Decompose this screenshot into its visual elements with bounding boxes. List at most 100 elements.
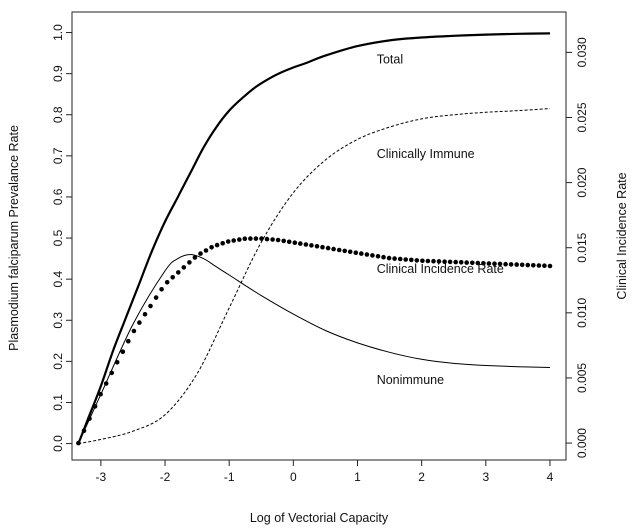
y2-axis-title: Clinical Incidence Rate bbox=[615, 172, 629, 299]
data-point bbox=[131, 328, 137, 334]
data-point bbox=[536, 263, 542, 268]
data-point bbox=[409, 257, 414, 263]
data-point bbox=[420, 258, 425, 264]
data-point bbox=[220, 241, 225, 246]
series-clinically-immune-line bbox=[78, 108, 551, 445]
x-tick-label: -3 bbox=[96, 470, 107, 484]
annotation-clinical-incidence-rate: Clinical Incidence Rate bbox=[377, 262, 504, 276]
data-point bbox=[464, 260, 470, 265]
annotation-clinically-immune: Clinically Immune bbox=[377, 147, 475, 161]
y-tick-label: 0.6 bbox=[51, 188, 65, 205]
data-point bbox=[214, 242, 220, 248]
y-tick-label: 0.0 bbox=[51, 435, 65, 452]
data-point bbox=[453, 259, 459, 265]
data-point bbox=[225, 239, 231, 244]
data-point bbox=[431, 258, 436, 264]
y2-tick-label: 0.005 bbox=[575, 363, 589, 393]
x-axis-title: Log of Vectorial Capacity bbox=[250, 511, 389, 525]
data-point bbox=[164, 280, 170, 285]
data-point bbox=[120, 349, 126, 355]
x-tick-label: 2 bbox=[418, 470, 425, 484]
x-tick-label: 1 bbox=[354, 470, 361, 484]
left-y-axis: 0.0 0.1 0.2 0.3 0.4 0.5 0.6 0.7 0.8 0.9 1.0 bbox=[51, 24, 72, 452]
x-tick-label: 3 bbox=[482, 470, 489, 484]
data-point bbox=[153, 295, 159, 300]
x-axis: -3 -2 -1 0 1 2 3 4 bbox=[96, 460, 554, 484]
data-point bbox=[264, 236, 270, 242]
data-point bbox=[170, 275, 175, 280]
data-point bbox=[486, 261, 492, 266]
y-tick-label: 0.8 bbox=[51, 106, 65, 123]
data-point bbox=[370, 253, 375, 258]
data-point bbox=[281, 238, 287, 244]
y2-tick-label: 0.015 bbox=[575, 232, 589, 262]
data-point bbox=[403, 257, 409, 262]
data-point bbox=[209, 245, 214, 250]
data-point bbox=[198, 251, 203, 256]
data-point bbox=[187, 260, 192, 265]
data-point bbox=[508, 262, 514, 267]
data-point bbox=[126, 338, 131, 344]
annotation-layer: Total Clinically Immune Clinical Incidence… bbox=[377, 52, 504, 387]
data-point bbox=[414, 258, 420, 263]
y2-tick-label: 0.030 bbox=[575, 37, 589, 67]
data-point bbox=[359, 251, 364, 256]
data-point bbox=[397, 256, 403, 262]
data-point bbox=[98, 391, 103, 397]
data-point bbox=[298, 241, 303, 246]
data-point bbox=[270, 237, 275, 242]
data-point bbox=[503, 261, 508, 267]
data-point bbox=[142, 312, 148, 317]
data-point bbox=[325, 245, 331, 251]
series-nonimmune-line bbox=[77, 254, 551, 444]
y-tick-label: 0.3 bbox=[51, 312, 65, 329]
data-point bbox=[314, 244, 320, 249]
data-point bbox=[342, 248, 348, 254]
y-axis-title: Plasmodium falciparum Prevalance Rate bbox=[7, 125, 21, 351]
data-point bbox=[242, 236, 248, 241]
data-point bbox=[181, 265, 187, 270]
data-point bbox=[364, 252, 370, 257]
data-point bbox=[331, 246, 336, 252]
x-tick-label: -2 bbox=[160, 470, 171, 484]
data-point bbox=[320, 244, 325, 250]
data-point bbox=[237, 237, 242, 242]
y-tick-label: 0.2 bbox=[51, 353, 65, 370]
y-tick-label: 0.4 bbox=[51, 270, 65, 287]
series-layer bbox=[76, 32, 553, 446]
series-total-line bbox=[77, 32, 551, 444]
y-tick-label: 0.9 bbox=[51, 65, 65, 82]
data-point bbox=[159, 287, 164, 292]
data-point bbox=[286, 239, 292, 245]
data-point bbox=[375, 253, 381, 259]
annotation-total: Total bbox=[377, 52, 403, 66]
data-point bbox=[231, 238, 236, 243]
data-point bbox=[442, 259, 447, 265]
data-point bbox=[336, 247, 342, 253]
y2-tick-label: 0.010 bbox=[575, 297, 589, 327]
data-point bbox=[531, 263, 536, 268]
data-point bbox=[425, 258, 431, 264]
data-point bbox=[458, 260, 464, 265]
data-point bbox=[92, 404, 98, 409]
data-point bbox=[76, 440, 81, 446]
data-point bbox=[514, 262, 519, 267]
data-point bbox=[109, 370, 114, 376]
data-point bbox=[525, 262, 531, 268]
y-tick-label: 0.5 bbox=[51, 229, 65, 246]
y2-tick-label: 0.025 bbox=[575, 102, 589, 132]
y2-tick-label: 0.000 bbox=[575, 428, 589, 458]
x-tick-label: 4 bbox=[547, 470, 554, 484]
data-point bbox=[248, 236, 253, 241]
data-point bbox=[497, 261, 503, 267]
y-tick-label: 0.7 bbox=[51, 147, 65, 164]
data-point bbox=[103, 381, 109, 386]
annotation-nonimmune: Nonimmune bbox=[377, 373, 444, 387]
x-tick-label: 0 bbox=[290, 470, 297, 484]
data-point bbox=[303, 242, 309, 247]
data-point bbox=[436, 259, 442, 264]
data-point bbox=[176, 270, 181, 275]
data-point bbox=[547, 263, 553, 269]
x-tick-label: -1 bbox=[224, 470, 235, 484]
